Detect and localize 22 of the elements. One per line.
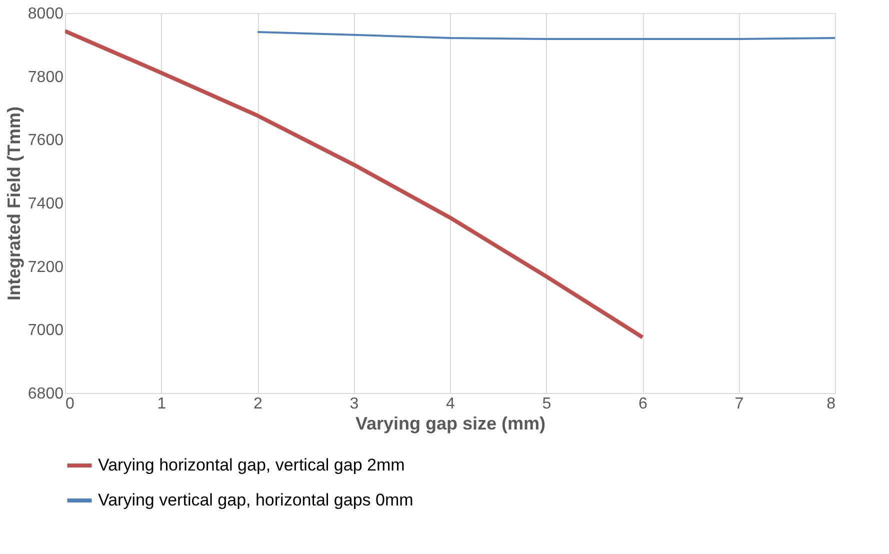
y-tick-label: 7800 [28, 68, 64, 86]
y-axis-title: Integrated Field (Tmm) [4, 106, 24, 301]
y-tick-label: 7000 [28, 322, 64, 340]
y-tick-label: 8000 [28, 6, 64, 22]
x-axis-title: Varying gap size (mm) [355, 414, 546, 434]
y-tick-label: 6800 [28, 386, 64, 402]
x-tick-label: 5 [542, 396, 552, 412]
legend-label: Varying horizontal gap, vertical gap 2mm [98, 456, 405, 474]
y-tick-label: 7600 [28, 132, 64, 150]
x-tick-label: 0 [66, 396, 74, 412]
x-tick-label: 2 [254, 396, 263, 412]
y-tick-label: 7400 [28, 196, 64, 212]
line-series [256, 31, 835, 40]
x-tick-label: 7 [734, 396, 744, 412]
y-tick-label: 7200 [28, 258, 64, 276]
legend-label: Varying vertical gap, horizontal gaps 0mm [98, 490, 414, 510]
x-tick-label: 4 [446, 396, 456, 412]
x-tick-label: 6 [638, 396, 648, 412]
line-series [65, 29, 644, 340]
x-tick-label: 3 [350, 396, 359, 412]
x-tick-label: 1 [157, 396, 166, 412]
x-tick-label: 8 [826, 396, 836, 412]
